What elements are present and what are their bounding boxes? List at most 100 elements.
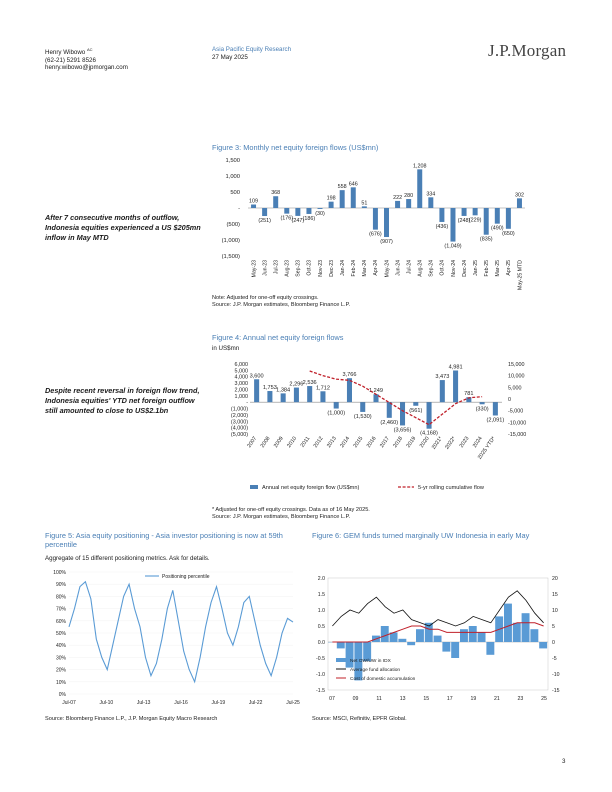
fig3-bar (384, 208, 389, 238)
fig3-xtick: Nov-23 (318, 260, 324, 277)
fig5-title: Figure 5: Asia equity positioning - Asia… (45, 531, 283, 549)
fig3-value-label: (186) (303, 216, 316, 222)
fig3-bar (350, 187, 356, 208)
fig6-xtick: 25 (541, 696, 547, 702)
fig4-bar (280, 393, 286, 403)
fig3-bar (461, 208, 467, 216)
fig3-value-label: 1,208 (413, 163, 427, 169)
fig3-bar (450, 208, 456, 242)
fig4-bar (293, 387, 299, 403)
fig3-bar (439, 208, 445, 222)
fig4-bar (413, 402, 419, 406)
fig5-ytick: 40% (56, 643, 67, 649)
dept-block: Asia Pacific Equity Research 27 May 2025 (212, 46, 291, 61)
fig4-side-note: Despite recent reversal in foreign flow … (45, 386, 200, 415)
fig6-bar (486, 642, 495, 655)
dept-name: Asia Pacific Equity Research (212, 46, 292, 53)
fig4-value-label: 4,981 (449, 364, 463, 370)
fig3-bar (494, 208, 500, 224)
fig6-ytick: 0.5 (318, 624, 325, 630)
fig3-ytick: - (238, 206, 240, 212)
fig5-xtick: Jul-25 (286, 700, 300, 706)
fig5-source: Source: Bloomberg Finance L.P., J.P. Mor… (45, 716, 218, 722)
fig3-value-label: 646 (349, 181, 358, 187)
fig3-title: Figure 3: Monthly net equity foreign flo… (212, 143, 379, 152)
fig4-bar (400, 402, 406, 426)
fig5-xtick: Jul-07 (62, 700, 76, 706)
fig6-bar (460, 629, 468, 642)
fig4-ytick: 5,000 (235, 368, 249, 374)
fig4-xtick: 2011 (300, 436, 312, 449)
author-suffix: AC (86, 47, 93, 52)
fig3-value-label: (229) (469, 217, 482, 223)
fig4-bar (479, 402, 485, 405)
fig6-ytick: -1.5 (316, 688, 325, 694)
fig3-xtick: May-25 MTD (517, 260, 523, 290)
fig3-note: Note: Adjusted for one-off equity crossi… (212, 295, 319, 301)
fig4-bar (360, 402, 366, 412)
fig4-bar (492, 402, 498, 416)
fig6-xtick: 21 (494, 696, 500, 702)
fig4-xtick: 2015 (353, 436, 365, 449)
fig3-ytick: (1,500) (222, 254, 240, 260)
fig3-xtick: Jan-25 (473, 260, 479, 276)
fig3-value-label: (490) (491, 226, 504, 232)
fig3-value-label: 368 (271, 190, 280, 196)
fig3-xtick: Dec-23 (329, 260, 335, 277)
author-email[interactable]: henry.wibowo@jpmorgan.com (45, 64, 128, 72)
fig6-bar (433, 635, 442, 642)
fig5-ytick: 70% (56, 607, 67, 613)
fig6-chart: -1.5 -1.0 -0.5 0.0 0.5 1.0 1.5 2.0 -15 -10 -5 0 5 10 1… (316, 576, 560, 702)
fig5-positioning-line (68, 580, 294, 684)
fig6-bar (407, 642, 416, 646)
fig4-value-label: (2,460) (380, 420, 398, 426)
fig6-bar (451, 642, 460, 658)
fig5-ytick: 60% (56, 619, 67, 625)
fig3-xtick: May-24 (384, 260, 390, 277)
fig6-ytick: 2.0 (318, 576, 325, 582)
fig3-ytick: 1,500 (225, 158, 240, 164)
fig4-xtick: 2013 (326, 436, 338, 449)
fig4-source: Source: J.P. Morgan estimates, Bloomberg… (212, 514, 351, 520)
fig5-xtick: Jul-16 (174, 700, 188, 706)
fig4-xtick: 2008 (260, 436, 272, 449)
fig3-value-label: 109 (249, 199, 258, 205)
fig4-xtick: 2023 (459, 436, 471, 449)
fig5-xtick: Jul-19 (212, 700, 226, 706)
fig3-side-note: After 7 consecutive months of outflow, I… (45, 213, 201, 242)
fig4-value-label: 1,753 (263, 385, 277, 391)
jpmorgan-logo: J.P.Morgan (488, 41, 567, 60)
fig4-xtick: 2014 (339, 436, 351, 449)
fig4-y2tick: 15,000 (508, 362, 525, 368)
fig6-ytick: 0.0 (318, 640, 325, 646)
fig6-y2tick: -5 (552, 656, 557, 662)
fig5-xtick: Jul-13 (137, 700, 151, 706)
fig3-value-label: 51 (361, 200, 367, 206)
fig4-xtick: 2021* (431, 435, 445, 451)
fig6-xtick: 09 (353, 696, 359, 702)
fig5-xtick: Jul-10 (100, 700, 114, 706)
fig6-y2tick: 0 (552, 640, 555, 646)
fig3-bar (284, 208, 290, 214)
fig4-bar (320, 391, 326, 403)
fig3-xtick: Jun-24 (395, 260, 401, 276)
fig3-value-label: (30) (315, 211, 325, 217)
fig3-value-label: (436) (436, 224, 449, 230)
fig3-xtick: Aug-24 (418, 260, 424, 277)
fig5-ytick: 100% (53, 570, 66, 576)
fig3-bar (505, 208, 511, 229)
fig5-ytick: 30% (56, 655, 67, 661)
fig4-bar (346, 378, 352, 403)
fig6-xtick: 13 (400, 696, 406, 702)
fig3-value-label: (650) (502, 231, 515, 237)
fig3-xtick: Jul-23 (274, 260, 280, 274)
fig6-y2tick: -10 (552, 672, 560, 678)
fig5-ytick: 80% (56, 594, 67, 600)
fig6-bar (345, 642, 354, 668)
fig3-ytick: 500 (230, 190, 240, 196)
fig4-value-label: (4,168) (420, 431, 438, 437)
fig4-value-label: (2,091) (487, 417, 505, 423)
fig3-value-label: 222 (393, 195, 402, 201)
fig3-value-label: 302 (515, 192, 524, 198)
fig4-bar (307, 386, 313, 403)
